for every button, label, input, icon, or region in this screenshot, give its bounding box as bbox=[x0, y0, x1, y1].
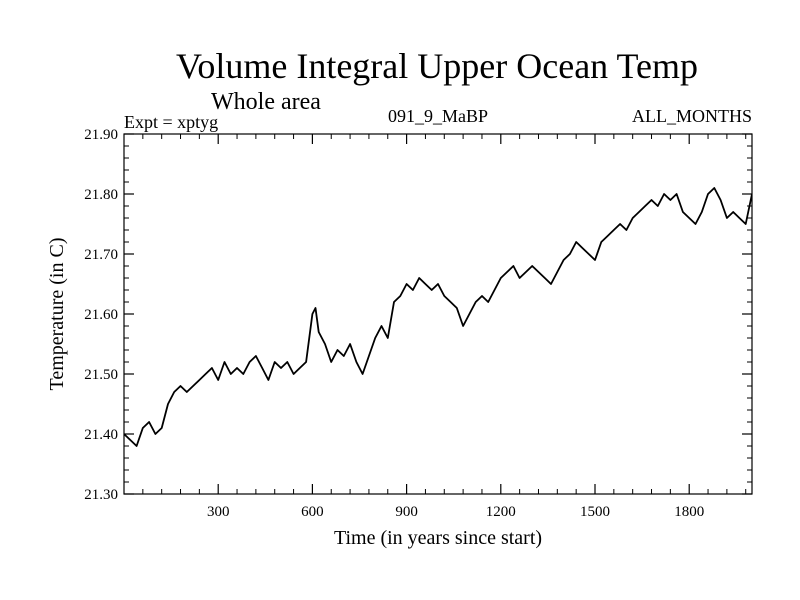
y-tick-label: 21.60 bbox=[84, 307, 118, 323]
y-tick-label: 21.80 bbox=[84, 187, 118, 203]
months-label: ALL_MONTHS bbox=[632, 106, 752, 126]
x-tick-label: 1800 bbox=[674, 504, 704, 520]
plot-frame bbox=[123, 133, 753, 495]
y-tick-label: 21.40 bbox=[84, 427, 118, 443]
x-tick-label: 600 bbox=[301, 504, 324, 520]
y-tick-label: 21.70 bbox=[84, 247, 118, 263]
x-tick-label: 900 bbox=[395, 504, 418, 520]
x-tick-label: 1200 bbox=[486, 504, 516, 520]
y-tick-label: 21.30 bbox=[84, 487, 118, 503]
chart-subtitle: Whole area bbox=[211, 89, 321, 115]
experiment-label: Expt = xptyg bbox=[124, 112, 218, 132]
run-label: 091_9_MaBP bbox=[388, 106, 488, 126]
y-tick-label: 21.90 bbox=[84, 127, 118, 143]
x-tick-label: 300 bbox=[207, 504, 230, 520]
x-tick-label: 1500 bbox=[580, 504, 610, 520]
y-tick-label: 21.50 bbox=[84, 367, 118, 383]
x-axis-label: Time (in years since start) bbox=[334, 527, 542, 549]
y-axis-label: Temperature (in C) bbox=[46, 238, 68, 391]
chart-title: Volume Integral Upper Ocean Temp bbox=[176, 46, 698, 86]
series-line bbox=[124, 187, 752, 447]
